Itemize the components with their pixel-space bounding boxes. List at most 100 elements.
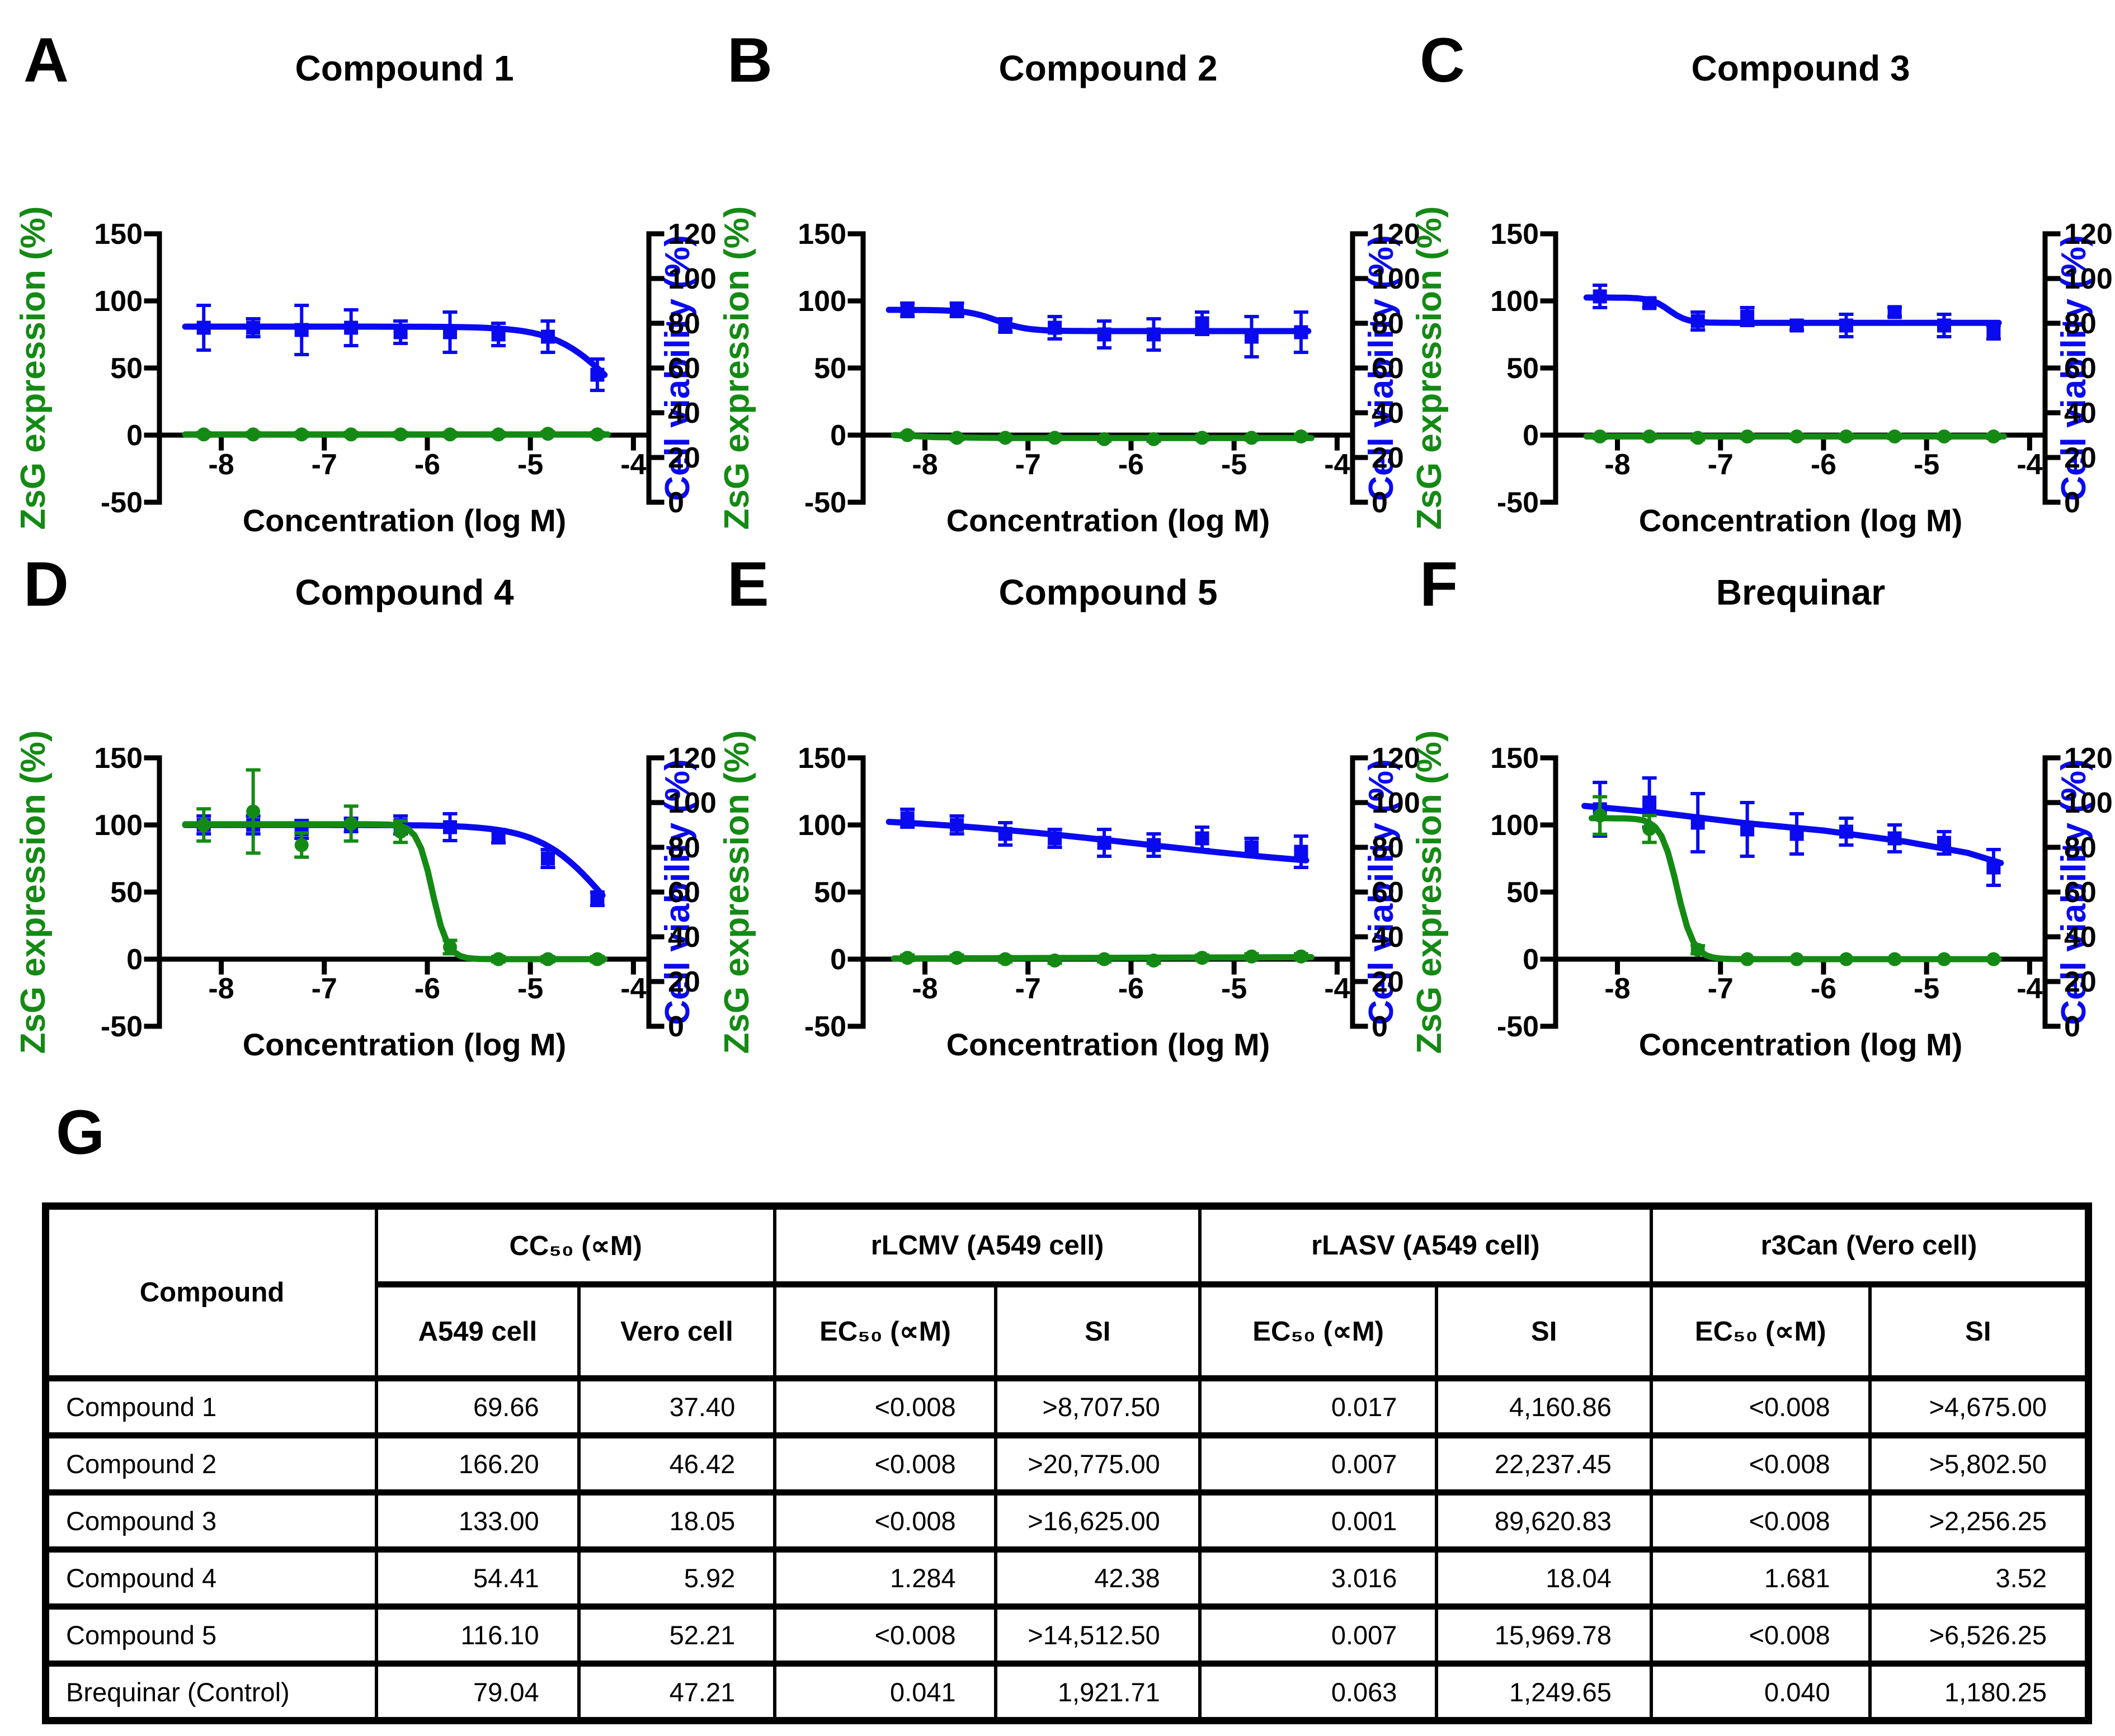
right-tick-label: 0: [2064, 1011, 2080, 1043]
right-tick-label: 0: [1372, 1011, 1388, 1043]
left-tick-label: 100: [94, 285, 143, 318]
left-tick-label: 0: [1523, 944, 1539, 976]
left-tick-label: 150: [94, 742, 143, 775]
viability-point: [491, 327, 506, 342]
zsg-point: [443, 427, 457, 442]
right-tick-label: 100: [1372, 787, 1420, 819]
x-tick-label: -8: [1604, 449, 1630, 481]
x-tick-label: -8: [1604, 973, 1630, 1005]
left-axis-label: ZsG expression (%): [1413, 730, 1449, 1054]
zsg-point: [998, 431, 1012, 445]
right-tick-label: 20: [2064, 442, 2097, 474]
panel-letter: B: [727, 25, 772, 95]
viability-point: [1839, 824, 1853, 839]
zsg-point: [491, 427, 506, 442]
value-cell: 4,160.86: [1435, 1375, 1653, 1438]
x-axis-label: Concentration (log M): [1639, 503, 1963, 538]
x-tick-label: -4: [2017, 973, 2042, 1005]
panel-letter: C: [1420, 25, 1465, 95]
left-tick-label: 100: [1490, 285, 1539, 318]
x-tick-label: -7: [1708, 973, 1734, 1005]
left-tick-label: 100: [1490, 809, 1539, 842]
x-tick-label: -7: [1015, 449, 1041, 481]
x-tick-label: -6: [1118, 449, 1144, 481]
zsg-point: [1048, 953, 1062, 968]
right-tick-label: 0: [668, 487, 684, 519]
right-tick-label: 80: [2064, 308, 2097, 340]
value-cell: 18.04: [1435, 1546, 1653, 1610]
left-axis-label: ZsG expression (%): [17, 206, 53, 530]
left-tick-label: 0: [1523, 419, 1539, 452]
table-sub-header: Vero cell: [577, 1281, 777, 1381]
right-tick-label: 40: [668, 921, 700, 954]
value-cell: 18.05: [577, 1489, 777, 1553]
value-cell: 166.20: [375, 1432, 581, 1496]
panel-c-chart: C Compound 3 ZsG expression (%) Cell viabil…: [1410, 25, 2113, 538]
viability-point: [541, 329, 555, 344]
viability-curve: [1581, 803, 2004, 866]
x-tick-label: -7: [312, 973, 337, 1005]
left-tick-label: 0: [126, 944, 143, 976]
viability-point: [196, 320, 211, 335]
x-tick-label: -7: [312, 449, 337, 481]
zsg-point: [1887, 429, 1902, 444]
zsg-point: [344, 427, 359, 442]
zsg-point: [393, 427, 408, 442]
panel-title: Compound 4: [295, 572, 514, 612]
panel-d: D Compound 4 ZsG expression (%) Cell viabil…: [14, 534, 719, 1065]
left-tick-label: 100: [94, 809, 143, 842]
x-tick-label: -7: [1015, 973, 1041, 1005]
viability-point: [998, 827, 1012, 841]
value-cell: 37.40: [577, 1375, 777, 1438]
table-row: Compound 5 116.10 52.21 <0.008 >14,512.50 0.0…: [44, 1603, 2090, 1667]
left-tick-label: 150: [1490, 742, 1539, 775]
zsg-point: [1642, 429, 1657, 444]
panel-title: Compound 2: [998, 48, 1217, 88]
viability-point: [1294, 325, 1308, 339]
x-tick-label: -4: [1324, 973, 1350, 1005]
x-axis-label: Concentration (log M): [946, 503, 1270, 538]
viability-point: [1048, 831, 1062, 846]
right-tick-label: 100: [668, 787, 717, 819]
value-cell: 46.42: [577, 1432, 777, 1496]
panel-f: F Brequinar ZsG expression (%) Cell viabili…: [1410, 534, 2115, 1065]
panel-title: Brequinar: [1716, 572, 1885, 612]
value-cell: 1.284: [773, 1546, 997, 1610]
zsg-point: [196, 818, 211, 832]
right-tick-label: 60: [1372, 352, 1404, 385]
viability-point: [1147, 327, 1161, 342]
table-sub-header: SI: [1435, 1281, 1653, 1381]
zsg-point: [491, 952, 506, 966]
zsg-point: [900, 951, 915, 965]
zsg-point: [1245, 431, 1259, 445]
right-tick-label: 120: [668, 218, 717, 251]
viability-point: [1839, 318, 1853, 333]
panel-title: Compound 5: [998, 572, 1217, 612]
value-cell: 3.016: [1198, 1546, 1439, 1610]
zsg-point: [1245, 949, 1259, 964]
right-tick-label: 80: [1372, 832, 1404, 864]
viability-point: [1690, 314, 1705, 328]
viability-point: [1048, 320, 1062, 335]
value-cell: 15,969.78: [1435, 1603, 1653, 1667]
right-tick-label: 60: [668, 352, 700, 385]
value-cell: <0.008: [773, 1603, 997, 1667]
zsg-point: [246, 427, 261, 442]
table-sub-header: SI: [1868, 1281, 2090, 1381]
zsg-point: [1690, 942, 1705, 957]
viability-point: [950, 818, 964, 832]
viability-point: [1937, 318, 1951, 333]
viability-point: [900, 811, 915, 825]
value-cell: >8,707.50: [993, 1375, 1202, 1438]
right-tick-label: 20: [668, 966, 700, 998]
value-cell: 133.00: [375, 1489, 581, 1553]
right-tick-label: 80: [2064, 832, 2097, 864]
right-tick-label: 20: [668, 442, 700, 474]
right-tick-label: 120: [668, 742, 717, 775]
value-cell: >2,256.25: [1868, 1489, 2090, 1553]
right-tick-label: 20: [1372, 442, 1404, 474]
zsg-point: [1294, 429, 1308, 444]
value-cell: >14,512.50: [993, 1603, 1202, 1667]
zsg-point: [1789, 952, 1804, 966]
value-cell: 0.001: [1198, 1489, 1439, 1553]
